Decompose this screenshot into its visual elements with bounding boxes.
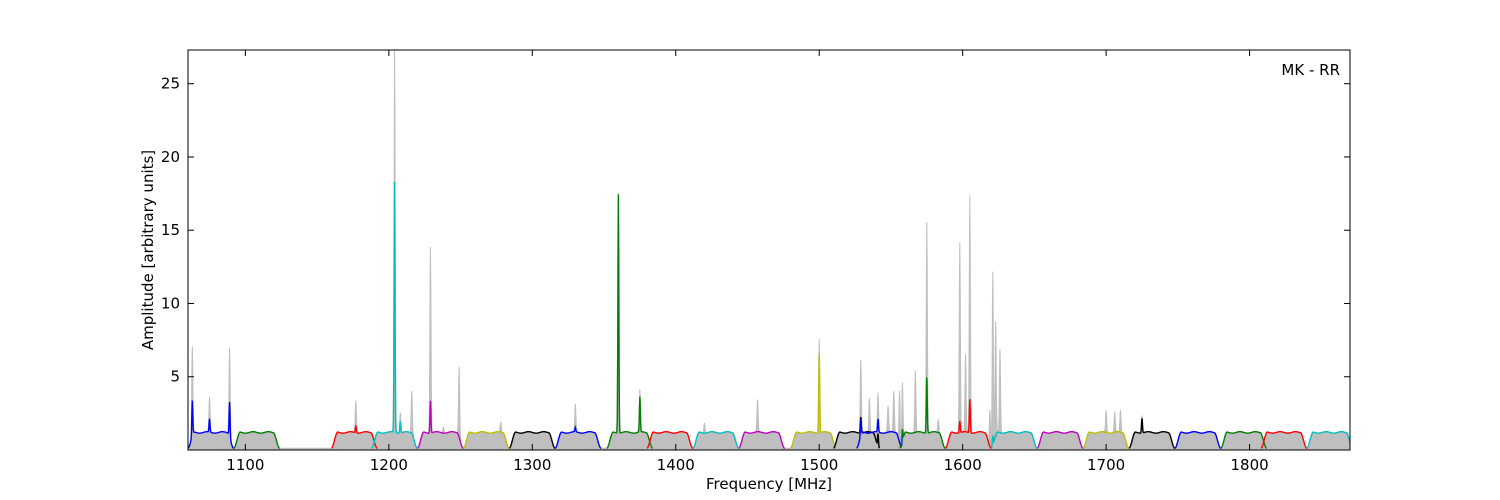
- chart-annotation: MK - RR: [1281, 61, 1340, 79]
- band-series-line: [856, 418, 904, 449]
- band-series-line: [899, 377, 946, 449]
- x-tick-label: 1300: [513, 456, 551, 474]
- band-series-line: [1306, 430, 1350, 449]
- band-series-line: [1220, 430, 1267, 449]
- y-axis: 5 10 15 20 25: [161, 75, 1350, 386]
- y-axis-label: Amplitude [arbitrary units]: [139, 150, 157, 350]
- band-series-line: [417, 400, 464, 449]
- band-series-line: [990, 430, 1038, 449]
- raw-spectrum-area: [188, 50, 1350, 450]
- band-series-line: [646, 430, 694, 449]
- x-tick-label: 1700: [1087, 456, 1125, 474]
- band-series-line: [945, 399, 992, 449]
- band-series-line: [790, 353, 837, 449]
- y-tick-label: 20: [161, 148, 180, 166]
- x-tick-label: 1200: [370, 456, 408, 474]
- band-series-line: [1082, 430, 1130, 449]
- band-series-line: [692, 430, 739, 449]
- y-tick-label: 5: [170, 368, 180, 386]
- x-axis: 1100 1200 1300 1400 1500 1600 1700 1800: [226, 50, 1269, 474]
- band-series-line: [738, 430, 785, 449]
- band-series-line: [233, 430, 280, 449]
- band-series-line: [371, 181, 418, 449]
- band-series-line: [1174, 430, 1221, 449]
- y-tick-label: 25: [161, 75, 180, 93]
- band-series-line: [188, 400, 234, 449]
- x-tick-label: 1100: [226, 456, 264, 474]
- x-axis-label: Frequency [MHz]: [706, 475, 832, 493]
- y-tick-label: 15: [161, 221, 180, 239]
- x-tick-label: 1600: [944, 456, 982, 474]
- band-spectra: [188, 181, 1350, 449]
- band-series-line: [606, 194, 653, 449]
- x-tick-label: 1500: [800, 456, 838, 474]
- band-series-line: [508, 430, 556, 449]
- x-tick-label: 1400: [657, 456, 695, 474]
- band-series-line: [1260, 430, 1308, 449]
- raw-spectrum-gray: [188, 50, 1350, 450]
- band-series-line: [1036, 430, 1084, 449]
- band-series-line: [1128, 418, 1176, 449]
- band-series-line: [463, 430, 510, 449]
- band-series-line: [331, 425, 378, 449]
- plot-frame: [187, 49, 1351, 451]
- band-series-line: [554, 424, 602, 449]
- y-tick-label: 10: [161, 294, 180, 312]
- x-tick-label: 1800: [1230, 456, 1268, 474]
